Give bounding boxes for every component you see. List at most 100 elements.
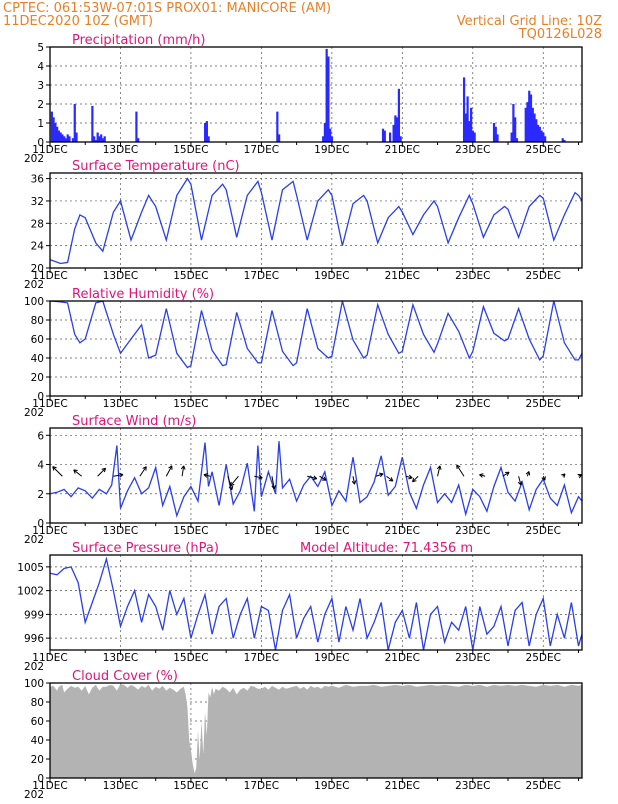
precip-bar	[96, 132, 99, 142]
precip-bar	[276, 111, 279, 142]
series-line	[49, 556, 583, 651]
wind-arrowhead	[436, 465, 442, 470]
wind-arrowhead	[517, 481, 523, 486]
y-tick-label: 36	[31, 174, 45, 186]
wind-arrow	[97, 467, 106, 477]
precip-bar	[396, 117, 399, 142]
wind-arrowhead	[379, 472, 384, 478]
x-tick-label: 17DEC	[244, 525, 279, 537]
x-tick-label: 21DEC	[385, 270, 420, 282]
x-tick-label: 21DEC	[385, 652, 420, 664]
plot-frame	[49, 46, 583, 143]
precip-bar	[383, 130, 386, 142]
y-tick-label: 60	[31, 716, 44, 728]
precip-bar	[57, 130, 61, 142]
x-tick-label: 19DEC	[314, 525, 349, 537]
precip-bar	[535, 119, 538, 142]
panel-annotation: Model Altitude: 71.4356 m	[300, 541, 473, 556]
y-tick-label: 3	[37, 80, 44, 92]
y-tick-label: 4	[37, 61, 44, 73]
grid	[50, 46, 582, 143]
x-tick-label: 23DEC	[455, 525, 490, 537]
wind-arrows	[52, 464, 583, 491]
wind-arrowhead	[142, 466, 147, 471]
x-tick-label: 11DEC	[32, 398, 67, 410]
wind-arrowhead	[258, 474, 263, 480]
wind-arrow	[502, 471, 510, 477]
series	[49, 177, 583, 265]
precip-bar	[492, 123, 496, 142]
wind-arrowhead	[525, 471, 531, 476]
precip-bar	[322, 136, 325, 142]
y-tick-label: 80	[31, 315, 44, 327]
precip-bar	[66, 134, 69, 142]
wind-arrow	[165, 465, 173, 477]
series-line	[49, 300, 583, 369]
header-grid-note: Vertical Grid Line: 10Z	[457, 14, 602, 29]
y-tick-label: 996	[24, 633, 44, 645]
wind-arrow	[319, 475, 327, 481]
series	[49, 300, 583, 369]
precip-bar	[56, 126, 59, 142]
precip-bar	[494, 126, 497, 142]
wind-arrowhead	[561, 473, 566, 478]
y-tick-label: 999	[24, 609, 44, 621]
x-tick-label: 19DEC	[314, 780, 349, 792]
precip-bar	[101, 138, 105, 142]
precip-bar	[54, 123, 57, 142]
precip-bar	[397, 88, 400, 142]
precip-bar	[466, 96, 469, 142]
x-tick-label: 17DEC	[244, 144, 279, 156]
precip-bar	[399, 136, 402, 142]
x-year-fragment: 202	[24, 407, 44, 419]
x-tick-label: 11DEC	[32, 270, 67, 282]
series	[50, 48, 566, 142]
precip-bar	[329, 128, 332, 142]
y-tick-label: 20	[31, 754, 44, 766]
precip-bar	[529, 94, 533, 142]
precip-bar	[531, 107, 534, 142]
x-tick-label: 15DEC	[173, 398, 208, 410]
series	[50, 684, 582, 778]
wind-arrow	[405, 475, 413, 479]
y-tick-label: 0	[37, 518, 44, 530]
x-tick-label: 21DEC	[385, 398, 420, 410]
y-tick-label: 20	[31, 372, 44, 384]
precip-bar	[561, 138, 564, 142]
x-tick-label: 23DEC	[455, 398, 490, 410]
x-tick-label: 23DEC	[455, 270, 490, 282]
x-tick-label: 25DEC	[526, 270, 561, 282]
x-tick-label: 15DEC	[173, 525, 208, 537]
grid	[50, 555, 582, 650]
y-tick-label: 40	[31, 353, 44, 365]
x-tick-label: 15DEC	[173, 780, 208, 792]
precip-bar	[205, 121, 208, 142]
precip-bar	[524, 107, 527, 142]
plot-frame	[49, 427, 583, 524]
x-tick-label: 23DEC	[455, 652, 490, 664]
x-tick-label: 25DEC	[526, 144, 561, 156]
wind-arrow	[203, 474, 211, 477]
precip-bar	[61, 134, 64, 142]
precip-bar	[526, 102, 529, 142]
x-tick-label: 21DEC	[385, 525, 420, 537]
precip-bar	[394, 115, 397, 142]
x-tick-label: 19DEC	[314, 144, 349, 156]
wind-arrow	[456, 464, 465, 477]
precip-bar	[94, 140, 98, 142]
series-line	[49, 177, 583, 265]
panel-1: 20 24 28 32 36 11DEC 13DEC 15DEC 17DEC 19DEC 21DEC…	[24, 159, 583, 291]
header-datetime: 11DEC2020 10Z (GMT)	[3, 14, 153, 29]
precip-bar	[473, 132, 476, 142]
y-tick-label: 1005	[17, 562, 44, 574]
wind-arrowhead	[52, 466, 57, 471]
panels-group: 0 1 2 3 4 5 11DEC 13DEC 15DEC 17DEC 19DEC 21DEC 23DE…	[17, 33, 583, 801]
x-tick-label: 17DEC	[244, 780, 279, 792]
precip-bar	[50, 111, 53, 142]
panel-title: Relative Humidity (%)	[72, 287, 214, 302]
precip-bar	[470, 107, 473, 142]
precip-bar	[204, 123, 207, 142]
x-tick-label: 19DEC	[314, 652, 349, 664]
precip-bar	[68, 136, 71, 142]
